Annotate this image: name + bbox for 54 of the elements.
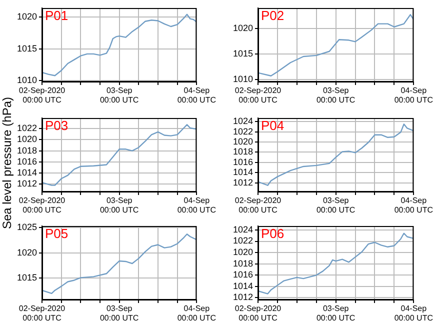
x-tick-label: 03-Sep 00:00 UTC [316, 304, 356, 323]
y-tick-label: 1015 [16, 43, 37, 54]
x-tick-label: 04-Sep 00:00 UTC [177, 196, 216, 215]
y-tick-label: 1012 [232, 177, 253, 188]
x-tick-label: 03-Sep 00:00 UTC [100, 196, 139, 215]
y-axis-title: Sea level pressure (hPa) [0, 96, 14, 232]
y-tick-label: 1018 [16, 145, 37, 156]
y-tick-label: 1022 [232, 236, 253, 246]
x-tick-label: 02-Sep-2020 00:00 UTC [18, 304, 66, 323]
x-tick-label: 04-Sep 00:00 UTC [394, 304, 434, 323]
y-tick-label: 1022 [16, 123, 37, 134]
y-tick-label: 1020 [232, 22, 253, 33]
y-tick-label: 1014 [232, 167, 253, 178]
chart-title: P01 [45, 8, 68, 24]
x-tick-label: 02-Sep-2020 00:00 UTC [234, 86, 282, 105]
chart-title: P03 [45, 118, 68, 134]
x-tick-label: 04-Sep 00:00 UTC [394, 196, 434, 215]
y-tick-label: 1024 [232, 116, 253, 126]
y-tick-label: 1020 [232, 136, 253, 146]
x-tick-label: 02-Sep-2020 00:00 UTC [234, 304, 282, 323]
y-tick-label: 1010 [16, 75, 37, 86]
y-tick-label: 1018 [232, 258, 253, 268]
chart-title: P05 [45, 226, 68, 242]
y-tick-label: 1012 [16, 178, 37, 189]
chart-title: P02 [261, 8, 284, 24]
y-tick-label: 1016 [232, 270, 253, 280]
chart-title: P06 [261, 226, 284, 242]
y-tick-label: 1022 [232, 126, 253, 136]
x-tick-label: 03-Sep 00:00 UTC [100, 304, 139, 323]
chart-title: P04 [261, 118, 284, 134]
x-tick-label: 03-Sep 00:00 UTC [100, 86, 139, 105]
x-tick-label: 02-Sep-2020 00:00 UTC [18, 86, 66, 105]
y-tick-label: 1025 [16, 222, 37, 232]
y-tick-label: 1015 [16, 272, 37, 283]
y-tick-label: 1015 [232, 48, 253, 58]
x-tick-label: 02-Sep-2020 00:00 UTC [18, 196, 66, 215]
x-tick-label: 04-Sep 00:00 UTC [177, 304, 216, 323]
x-tick-label: 03-Sep 00:00 UTC [316, 196, 356, 215]
y-tick-label: 1024 [232, 224, 253, 234]
y-tick-label: 1020 [16, 134, 37, 144]
x-tick-label: 03-Sep 00:00 UTC [316, 86, 356, 105]
y-tick-label: 1016 [232, 156, 253, 167]
y-tick-label: 1014 [232, 280, 253, 291]
y-tick-label: 1018 [232, 146, 253, 157]
y-tick-label: 1012 [232, 292, 253, 302]
y-tick-label: 1014 [16, 168, 37, 178]
x-tick-label: 04-Sep 00:00 UTC [177, 86, 216, 105]
x-tick-label: 04-Sep 00:00 UTC [394, 86, 434, 105]
y-tick-label: 1010 [232, 74, 253, 84]
y-tick-label: 1020 [232, 247, 253, 258]
y-tick-label: 1020 [16, 11, 37, 22]
y-tick-label: 1016 [16, 156, 37, 166]
y-tick-label: 1020 [16, 247, 37, 258]
x-tick-label: 02-Sep-2020 00:00 UTC [234, 196, 282, 215]
